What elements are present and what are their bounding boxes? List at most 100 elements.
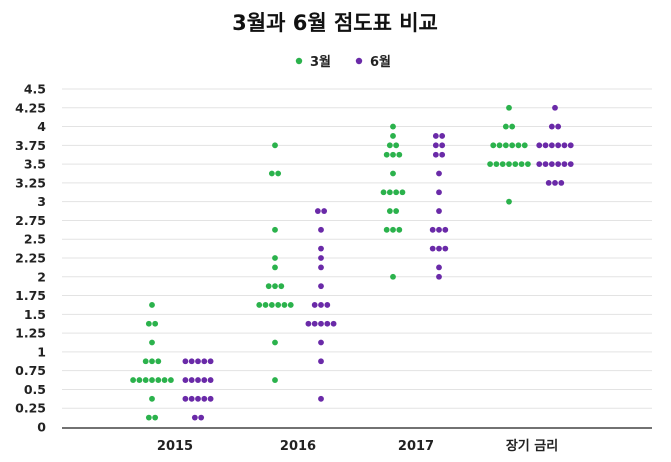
dot-june [318,339,324,346]
dot-june [555,142,562,149]
y-tick-label: 0.25 [15,401,46,416]
dot-march [272,226,278,233]
dot-june [439,151,446,158]
dot-march [506,198,512,205]
dot-march [383,226,390,233]
dot-june [439,142,446,149]
dot-june [195,395,201,402]
dot-june [536,142,543,149]
dot-march [168,377,174,383]
legend-label-june: 6월 [370,54,391,70]
dot-june [182,358,189,365]
dot-june [561,142,568,149]
y-tick-label: 2.5 [24,232,46,247]
dot-june [561,161,568,168]
dot-march [145,320,152,327]
dot-june [182,377,189,383]
dot-june [545,179,552,186]
dot-june [188,377,195,383]
dot-march [487,161,493,168]
y-tick-label: 0.75 [15,363,46,378]
dot-march [262,302,269,308]
dot-march [272,377,278,383]
dot-june [201,377,208,383]
dot-june [542,142,549,149]
dot-june [548,142,555,149]
dot-march [287,302,294,308]
dot-june [318,226,324,233]
dot-june [432,142,439,149]
dot-march [256,302,263,308]
dot-march [380,189,387,196]
dot-june [318,302,324,308]
dot-march [396,226,403,233]
legend-label-march: 3월 [310,54,331,70]
dots [130,104,574,421]
dot-june [314,208,321,214]
dot-march [502,142,509,149]
chart-title: 3월과 6월 점도표 비교 [232,11,438,35]
dot-june [311,302,318,308]
dot-march [509,123,516,130]
y-tick-label: 1.5 [24,307,46,322]
dot-march [496,142,503,149]
dot-march [152,320,159,327]
y-tick-label: 2.25 [15,251,46,266]
dot-june [318,395,324,402]
dot-june [548,161,555,168]
dot-june [195,377,201,383]
dot-june [201,395,208,402]
dot-june [542,161,549,168]
dot-june [188,358,195,365]
x-tick-label: 2016 [280,439,316,454]
dot-march [268,170,275,177]
y-tick-label: 4.25 [15,100,46,115]
dot-june [311,320,318,327]
dot-march [521,142,528,149]
dot-march [142,377,149,383]
dot-june [436,273,442,280]
dot-march [506,104,512,111]
dot-march [383,151,390,158]
dot-june [555,123,562,130]
y-tick-label: 1.75 [15,288,46,303]
y-tick-label: 0 [37,420,46,435]
y-tick-label: 2 [37,269,46,284]
dot-march [390,133,396,139]
dot-march [155,377,162,383]
dot-june [558,179,565,186]
dot-march [278,283,285,290]
dot-june [436,226,442,233]
dot-march [512,161,519,168]
y-tick-label: 4.5 [24,82,46,97]
dot-march [130,377,137,383]
dot-march [499,161,506,168]
dot-june [318,264,324,271]
y-tick-label: 4 [37,119,46,134]
dot-june [305,320,312,327]
dot-june [318,245,324,252]
dot-june [432,151,439,158]
dot-june [198,414,205,421]
dot-june [318,283,324,290]
dot-june [207,377,214,383]
dot-june [436,245,442,252]
dot-march [393,142,400,149]
dot-march [161,377,168,383]
y-tick-label: 3 [37,194,46,209]
dot-march [275,170,282,177]
dot-march [152,414,159,421]
dot-march [149,302,155,308]
y-tick-label: 0.5 [24,382,46,397]
dot-june [439,133,446,139]
dot-march [509,142,516,149]
dot-june [188,395,195,402]
dot-march [149,358,155,365]
dot-june [567,142,574,149]
dot-june [201,358,208,365]
y-tick-label: 2.75 [15,213,46,228]
dot-june [429,226,436,233]
dot-june [442,245,449,252]
dot-march [272,142,278,149]
dot-march [272,339,278,346]
